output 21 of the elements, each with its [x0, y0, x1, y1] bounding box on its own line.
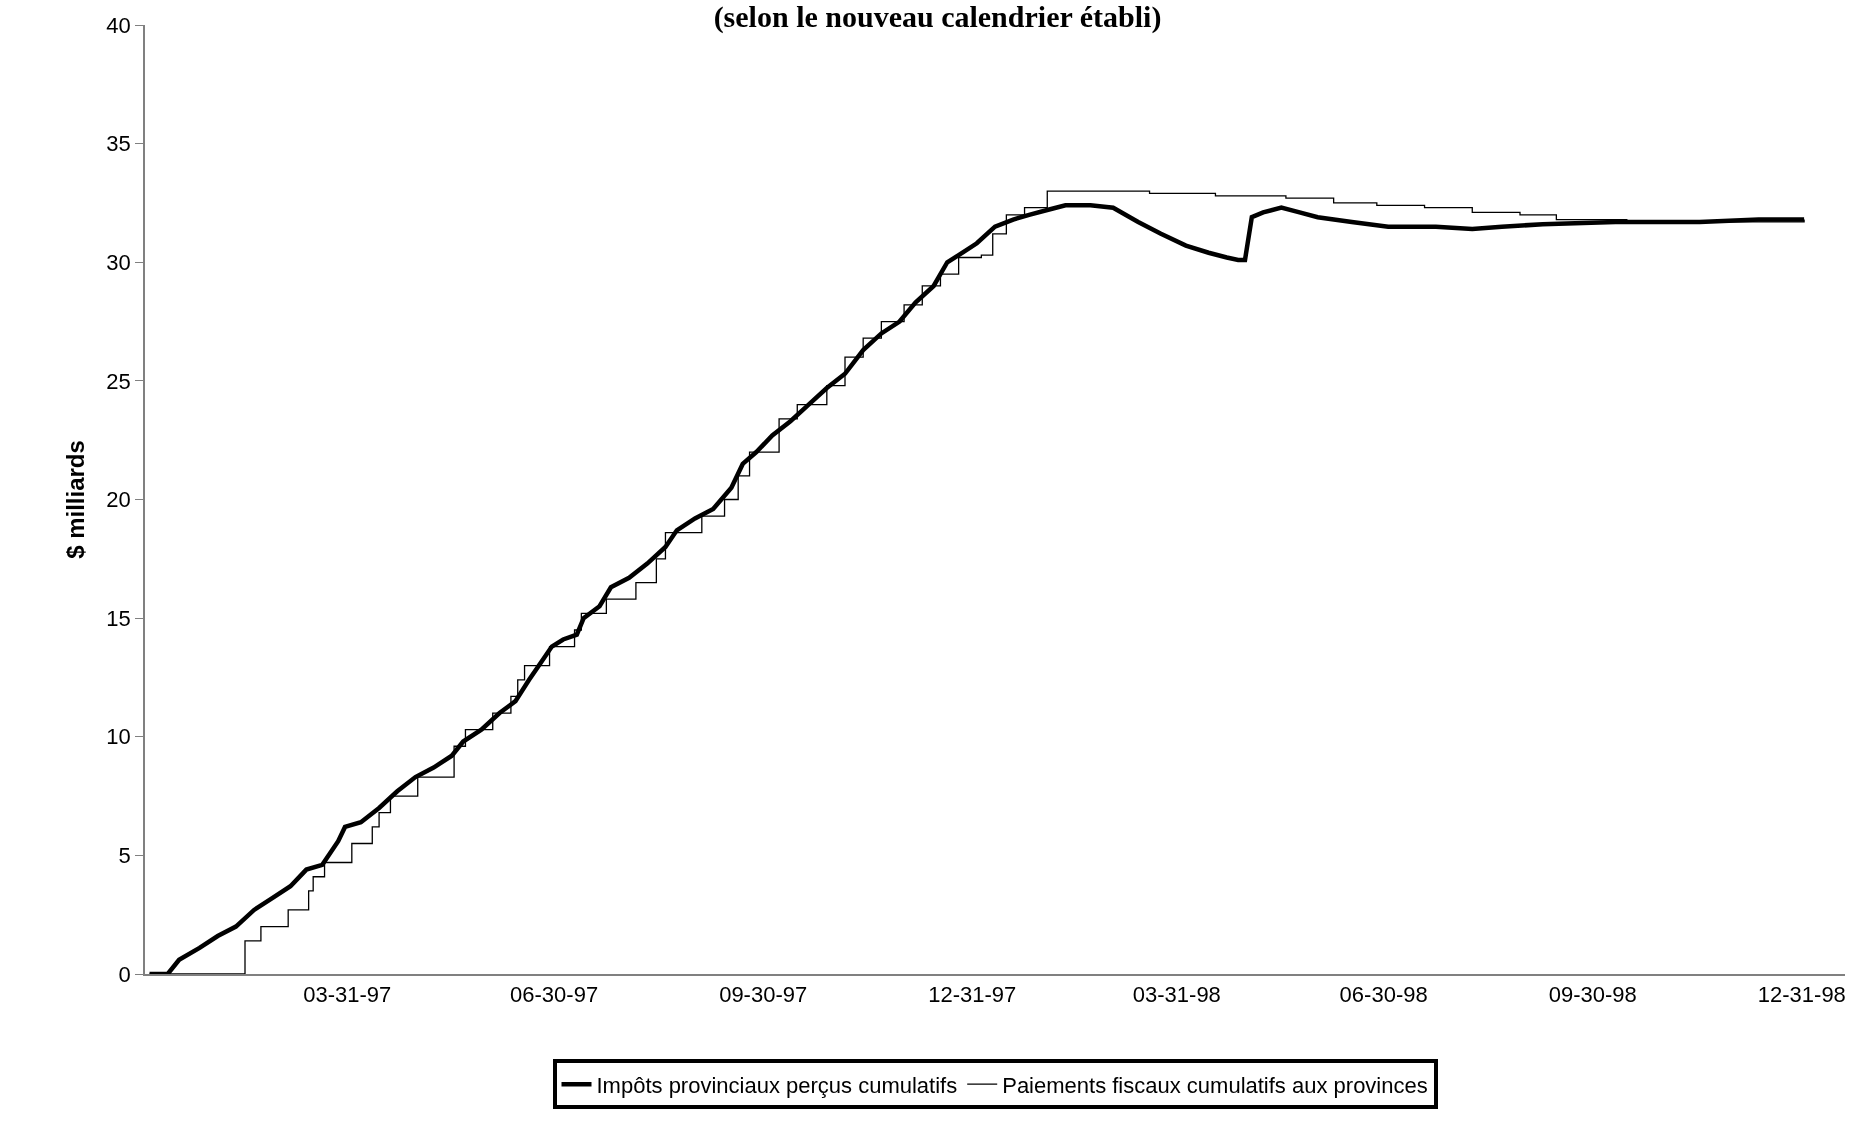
y-tick-label: 5 — [118, 843, 131, 869]
x-tick-label: 06-30-98 — [1339, 982, 1428, 1008]
x-tick-label: 09-30-98 — [1548, 982, 1637, 1008]
y-axis-title: $ milliards — [61, 440, 89, 559]
y-tick-label: 0 — [118, 961, 131, 987]
y-tick-label: 25 — [106, 368, 131, 394]
x-tick-label: 06-30-97 — [510, 982, 599, 1008]
chart-title: (selon le nouveau calendrier établi) — [713, 0, 1162, 34]
legend-label: Paiements fiscaux cumulatifs aux provinces — [1002, 1072, 1428, 1098]
y-tick-label: 30 — [106, 249, 131, 275]
x-tick-label: 12-31-98 — [1757, 982, 1846, 1008]
x-tick-label: 09-30-97 — [719, 982, 808, 1008]
y-tick-label: 40 — [106, 12, 131, 38]
y-tick-label: 10 — [106, 724, 131, 750]
y-tick-label: 15 — [106, 605, 131, 631]
y-tick-label: 20 — [106, 487, 131, 513]
y-tick-label: 35 — [106, 131, 131, 157]
x-tick-label: 12-31-97 — [928, 982, 1017, 1008]
x-tick-label: 03-31-98 — [1132, 982, 1221, 1008]
legend-label: Impôts provinciaux perçus cumulatifs — [596, 1072, 958, 1098]
x-tick-label: 03-31-97 — [303, 982, 392, 1008]
